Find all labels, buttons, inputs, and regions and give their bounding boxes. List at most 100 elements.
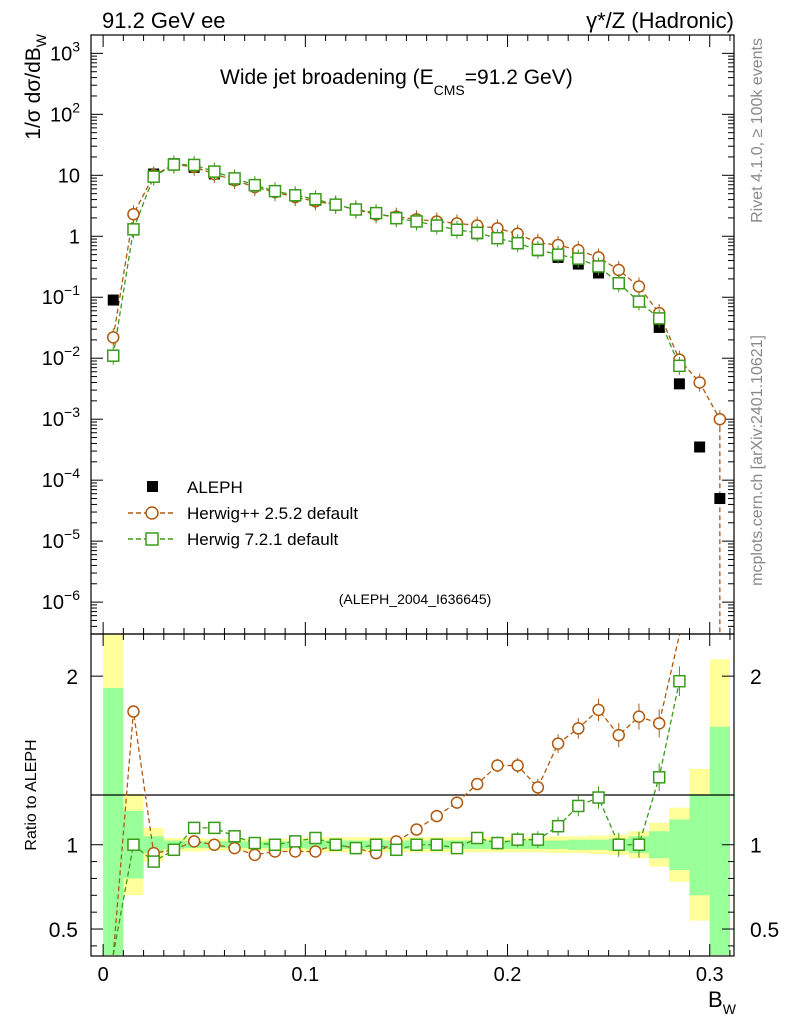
herwig7-ratio-point bbox=[248, 836, 262, 850]
herwig7-point bbox=[167, 158, 181, 171]
x-tick-label: 0.2 bbox=[494, 964, 522, 986]
herwig7-ratio-point bbox=[309, 831, 322, 845]
herwigpp-ratio-point bbox=[612, 728, 625, 742]
aleph-point bbox=[107, 294, 119, 306]
legend-aleph-marker bbox=[147, 481, 158, 492]
herwig7-point bbox=[187, 158, 201, 172]
main-y-tick-label: 10−5 bbox=[42, 526, 80, 553]
main-series-layer bbox=[106, 155, 727, 634]
herwig7-ratio-point bbox=[167, 843, 181, 857]
ratio-band-inner bbox=[709, 726, 730, 955]
herwig7-ratio-point bbox=[349, 841, 363, 855]
ratio-y-tick-label-right: 0.5 bbox=[750, 919, 779, 942]
herwig7-point bbox=[612, 276, 625, 290]
legend-herwig7-label: Herwig 7.2.1 default bbox=[187, 530, 338, 549]
legend-herwigpp-label: Herwig++ 2.5.2 default bbox=[187, 504, 358, 523]
herwig7-point bbox=[632, 295, 646, 308]
herwig7-point bbox=[450, 223, 464, 236]
x-tick-label: 0.3 bbox=[696, 964, 724, 986]
herwig7-point bbox=[410, 215, 423, 228]
ratio-y-tick-label-right: 1 bbox=[750, 835, 762, 858]
herwig7-ratio-point bbox=[612, 838, 625, 851]
main-y-tick-label: 10−4 bbox=[42, 465, 80, 492]
herwigpp-ratio-point bbox=[511, 759, 524, 772]
herwig7-point bbox=[673, 359, 686, 373]
header-left: 91.2 GeV ee bbox=[102, 8, 226, 33]
herwigpp-ratio-point bbox=[248, 848, 262, 862]
herwig7-point bbox=[228, 172, 241, 185]
main-title-tail: =91.2 GeV) bbox=[465, 66, 573, 89]
herwig7-point bbox=[288, 189, 302, 202]
herwig7-ratio-point bbox=[430, 838, 444, 851]
herwigpp-ratio-point bbox=[572, 722, 585, 735]
main-y-tick-label: 10−3 bbox=[42, 404, 80, 431]
herwig7-point bbox=[127, 223, 140, 236]
ratio-band-inner bbox=[588, 839, 609, 850]
herwigpp-ratio-point bbox=[309, 845, 322, 858]
herwig7-ratio-point bbox=[673, 674, 686, 688]
herwig7-ratio-point bbox=[511, 833, 524, 846]
ratio-y-tick-label-left: 0.5 bbox=[49, 919, 78, 942]
ratio-band-inner bbox=[568, 839, 589, 850]
herwig7-ratio-point bbox=[652, 771, 666, 784]
ratio-band-inner bbox=[689, 794, 710, 896]
ratio-plot-frame bbox=[90, 633, 735, 957]
herwig7-point bbox=[309, 192, 322, 206]
x-tick-labels: 0 0.1 0.2 0.3 bbox=[98, 964, 724, 986]
legend-entry-aleph: ALEPH bbox=[147, 478, 243, 497]
watermark: (ALEPH_2004_I636645) bbox=[339, 591, 492, 607]
herwigpp-ratio-point bbox=[410, 823, 423, 836]
main-y-axis-label-subscript: W bbox=[33, 33, 49, 47]
herwig7-ratio-point bbox=[329, 838, 342, 851]
herwigpp-point bbox=[106, 331, 120, 344]
ratio-series-line bbox=[112, 681, 681, 956]
herwigpp-ratio-point bbox=[592, 703, 605, 717]
main-title: Wide jet broadening (ECMS=91.2 GeV) bbox=[220, 66, 573, 98]
herwig7-ratio-point bbox=[369, 838, 383, 851]
herwig7-ratio-point bbox=[127, 838, 140, 851]
ratio-series-layer bbox=[112, 634, 686, 956]
ratio-band-inner bbox=[305, 840, 326, 849]
main-y-axis-label: 1/σ dσ/dBW bbox=[22, 33, 49, 139]
herwig7-point bbox=[551, 248, 565, 261]
ratio-series-line bbox=[112, 634, 681, 956]
herwigpp-point bbox=[632, 280, 646, 293]
herwig7-ratio-point bbox=[551, 819, 565, 833]
ratio-y-tick-label-right: 2 bbox=[750, 666, 762, 689]
ratio-band-inner bbox=[649, 831, 670, 859]
main-ticks bbox=[91, 34, 734, 635]
herwig7-ratio-point bbox=[268, 838, 282, 851]
main-y-tick-label: 10 bbox=[58, 165, 80, 187]
herwig7-ratio-point bbox=[572, 799, 585, 813]
main-y-tick-label: 10−1 bbox=[42, 282, 80, 309]
herwig7-ratio-point bbox=[147, 855, 160, 868]
herwigpp-point bbox=[713, 412, 727, 426]
herwig7-ratio-point bbox=[531, 833, 545, 846]
herwigpp-ratio-point bbox=[531, 781, 545, 794]
ratio-y-tick-label-left: 2 bbox=[66, 666, 78, 689]
legend-entry-herwigpp: Herwig++ 2.5.2 default bbox=[128, 504, 358, 523]
ratio-plot-panel: 0.5 0.5 1 1 2 2 0 0.1 0.2 0.3 Ratio to ALEPH BW bbox=[23, 633, 779, 1017]
herwig7-ratio-point bbox=[410, 838, 423, 851]
herwig7-point bbox=[248, 178, 262, 192]
ratio-band-inner bbox=[467, 840, 488, 849]
main-y-tick-label: 102 bbox=[50, 99, 80, 126]
x-axis-label: BW bbox=[708, 987, 737, 1017]
herwigpp-ratio-point bbox=[187, 835, 201, 848]
herwigpp-ratio-point bbox=[470, 777, 484, 791]
herwig7-point bbox=[572, 252, 585, 265]
header-right: γ*/Z (Hadronic) bbox=[586, 8, 734, 33]
legend-entry-herwig7: Herwig 7.2.1 default bbox=[128, 530, 338, 549]
main-y-tick-label: 10−6 bbox=[42, 587, 80, 614]
ratio-y-axis-label: Ratio to ALEPH bbox=[23, 739, 40, 850]
legend: ALEPH Herwig++ 2.5.2 default Herwig 7.2.… bbox=[128, 478, 358, 549]
herwig7-ratio-point bbox=[208, 821, 221, 835]
herwig7-point bbox=[208, 165, 221, 178]
herwigpp-ratio-point bbox=[491, 759, 504, 772]
herwig7-ratio-point bbox=[470, 831, 484, 845]
main-series-line bbox=[112, 163, 721, 420]
herwigpp-ratio-point bbox=[288, 845, 302, 858]
ratio-y-tick-labels: 0.5 0.5 1 1 2 2 bbox=[49, 666, 779, 942]
